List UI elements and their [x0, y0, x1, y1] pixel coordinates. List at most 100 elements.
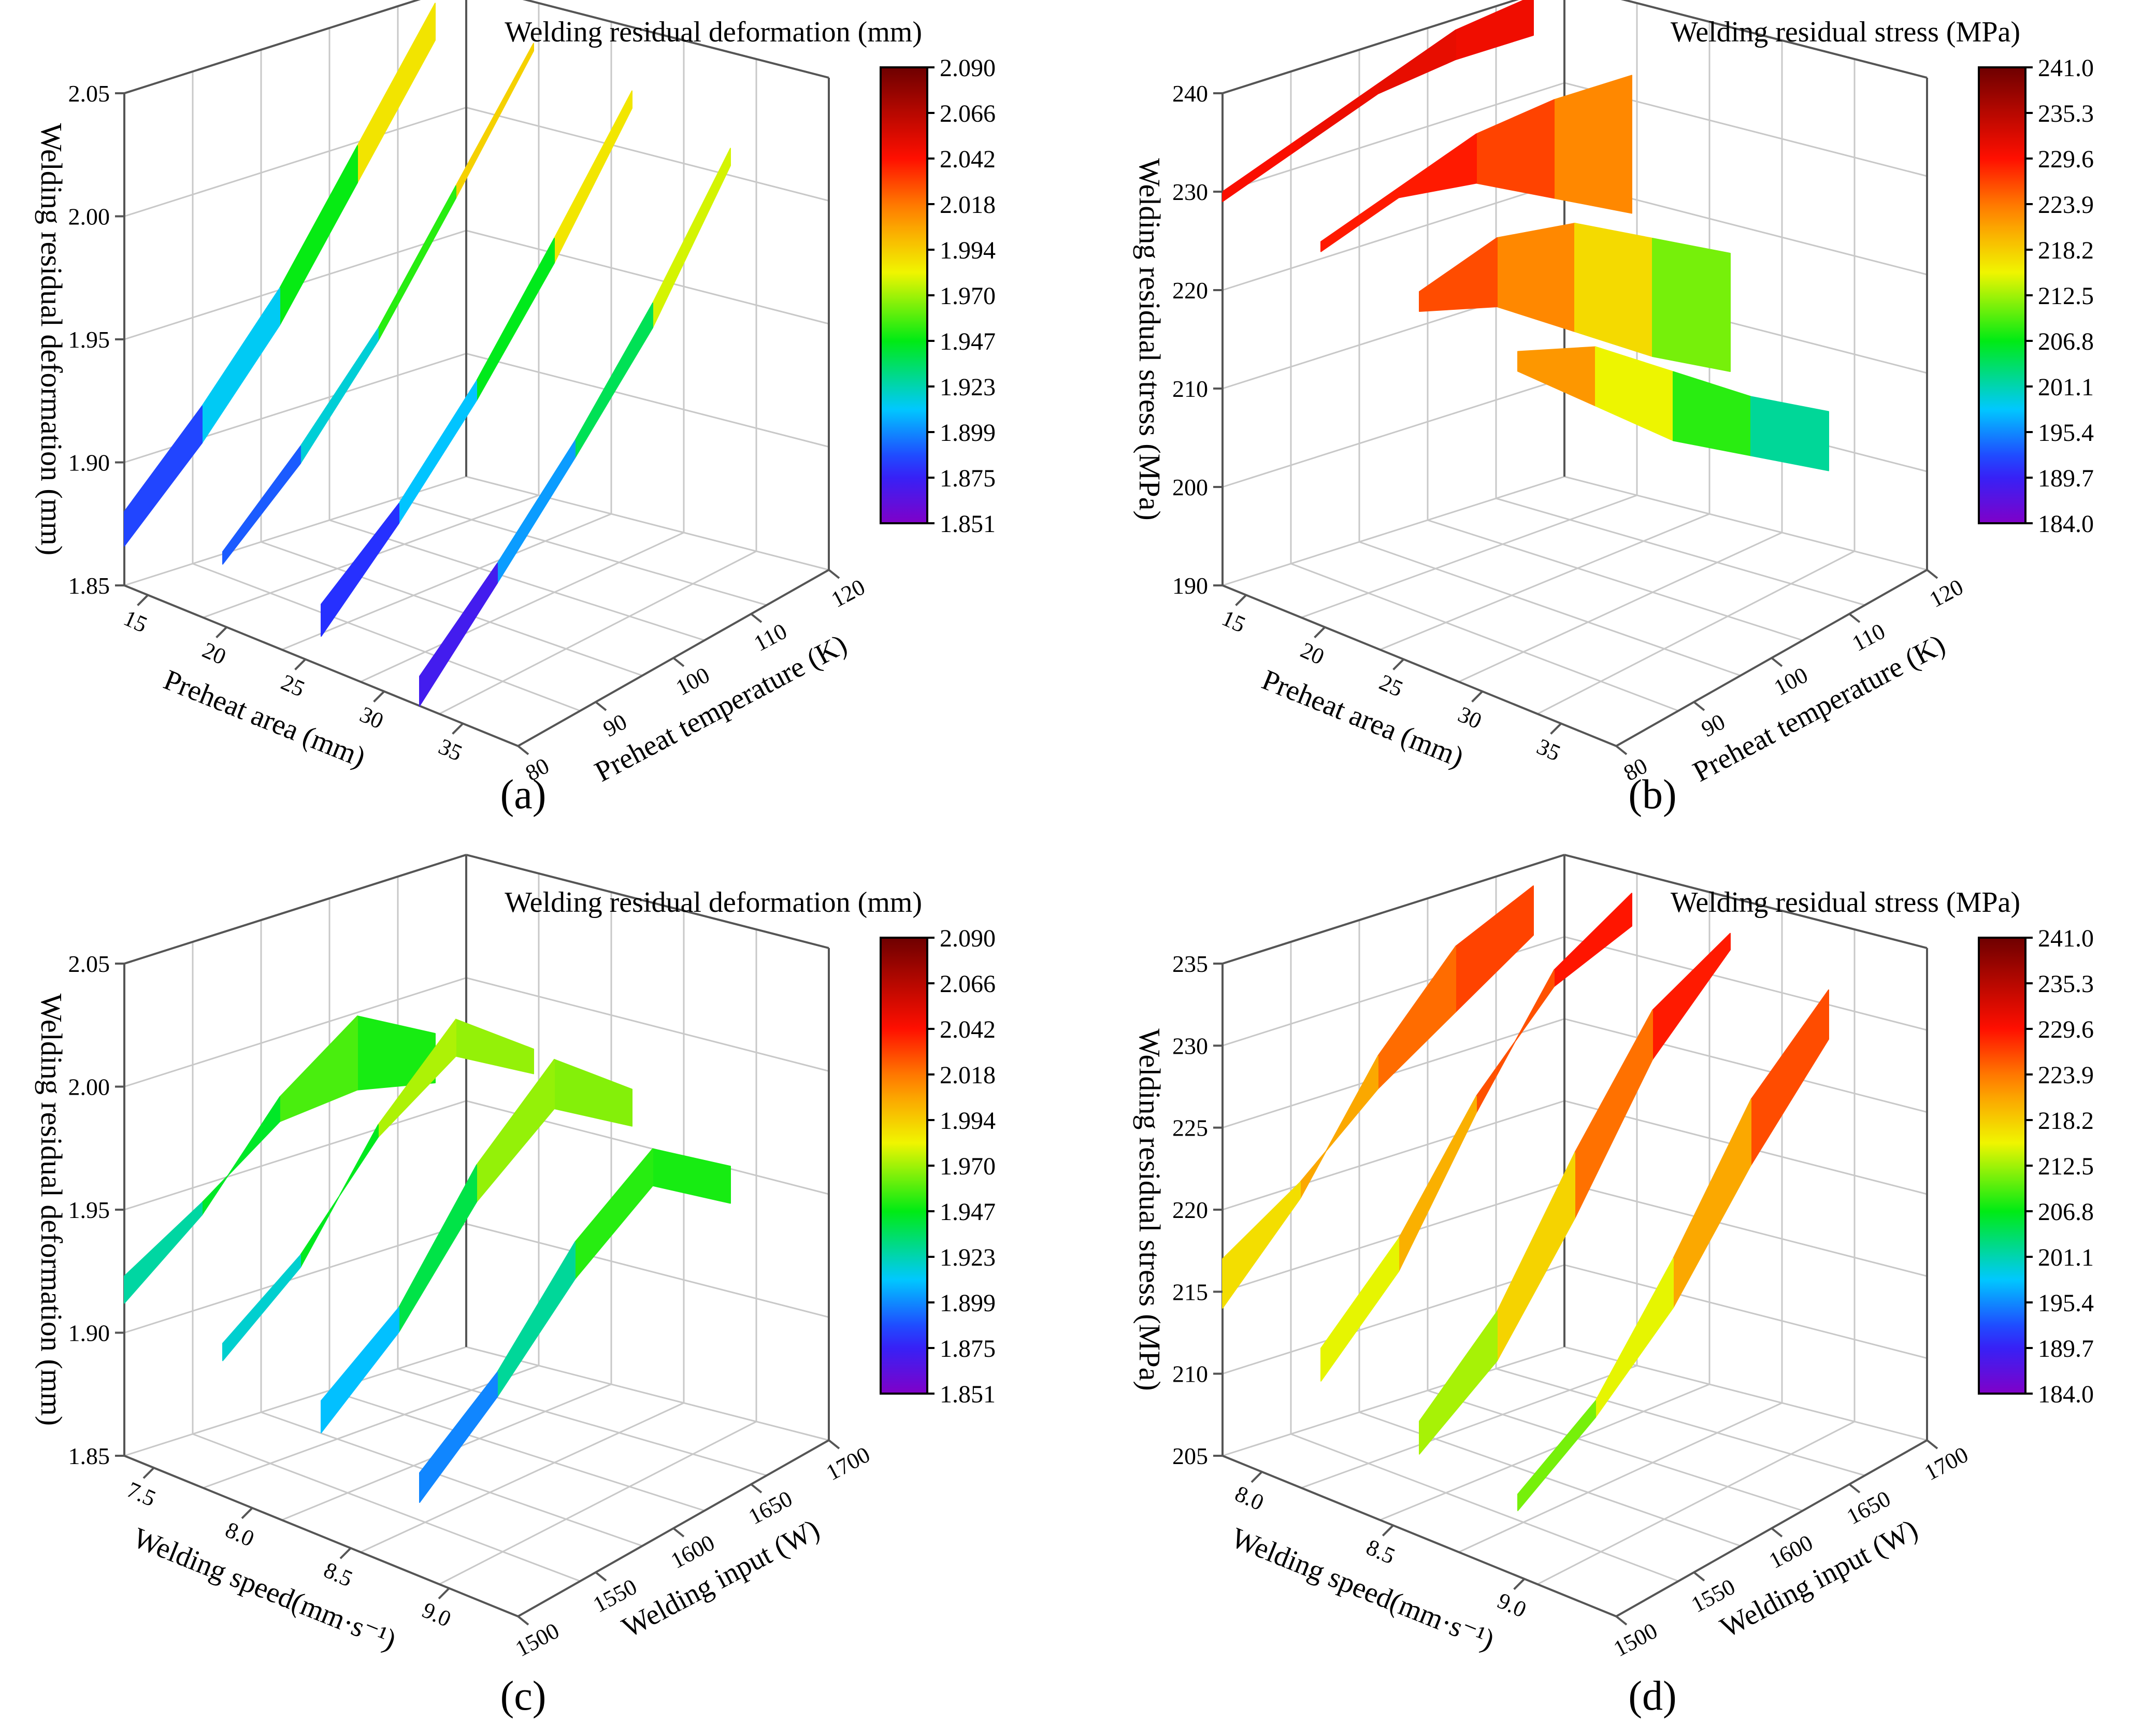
x-axis-line	[1222, 584, 1617, 747]
gridline	[1222, 1346, 1565, 1457]
surface-patch	[554, 1059, 633, 1127]
y-tick-mark	[828, 1439, 840, 1450]
colorbar-tick-label: 1.923	[940, 374, 996, 401]
z-axis-label: Welding residual deformation (mm)	[35, 994, 68, 1426]
surface	[124, 1015, 731, 1503]
x-tick-label: 25	[1375, 669, 1406, 702]
x-tick-mark	[241, 1507, 253, 1519]
x-tick-label: 8.0	[1231, 1481, 1268, 1515]
gridline	[1458, 1402, 1783, 1553]
x-tick-mark	[1550, 723, 1562, 735]
surface-patch	[279, 145, 358, 326]
colorbar-gradient	[1978, 937, 2026, 1395]
surface-patch	[1574, 223, 1653, 357]
gridline	[1427, 519, 1803, 641]
surface-patch	[1497, 1152, 1575, 1361]
x-axis-line	[124, 1455, 519, 1617]
colorbar-tick-label: 1.947	[940, 328, 996, 355]
z-tick-label: 2.00	[68, 204, 110, 230]
y-tick-mark	[1926, 569, 1938, 579]
gridline	[466, 1346, 829, 1441]
y-tick-label: 110	[750, 618, 791, 656]
y-tick-mark	[672, 1527, 685, 1538]
surface-patch	[378, 185, 456, 341]
gridline	[261, 1411, 643, 1547]
surface-patch	[300, 327, 379, 464]
colorbar-tick-label: 241.0	[2038, 54, 2094, 82]
y-tick-label: 1700	[1920, 1442, 1973, 1486]
x-tick-label: 35	[435, 734, 466, 766]
colorbar-tick-label: 218.2	[2038, 237, 2094, 264]
x-tick-mark	[294, 658, 307, 671]
caption-c: (c)	[500, 1673, 547, 1719]
gridline	[329, 519, 705, 641]
surface-patch	[1652, 238, 1731, 372]
y-tick-mark	[672, 657, 685, 667]
x-tick-label: 9.0	[1493, 1588, 1530, 1623]
z-tick-label: 230	[1172, 1033, 1208, 1059]
colorbar-title: Welding residual stress (MPa)	[1671, 16, 2020, 48]
y-axis-label: Preheat temperature (K)	[590, 628, 852, 788]
gridline	[203, 1365, 539, 1489]
x-tick-mark	[137, 594, 149, 607]
axis-line	[124, 854, 467, 965]
z-axis-label: Welding residual stress (MPa)	[1133, 1028, 1167, 1390]
gridline	[281, 513, 612, 651]
surface-patch	[419, 563, 498, 707]
colorbar-tick-label: 2.066	[940, 100, 996, 127]
gridline	[466, 1223, 829, 1318]
z-tick-label: 215	[1172, 1279, 1208, 1305]
gridline	[124, 107, 467, 217]
gridline	[1379, 513, 1710, 651]
gridline	[329, 1389, 705, 1512]
surface-patch	[1300, 83, 1378, 148]
colorbar-gradient	[880, 66, 928, 524]
gridline	[466, 230, 829, 325]
z-tick-label: 220	[1172, 1197, 1208, 1223]
gridline	[1290, 1433, 1679, 1582]
x-tick-mark	[1471, 691, 1484, 703]
x-tick-label: 9.0	[419, 1597, 455, 1632]
surface-patch	[1673, 371, 1751, 456]
gridline	[1222, 1182, 1565, 1293]
gridline	[124, 1100, 467, 1211]
gridline	[466, 977, 829, 1072]
z-tick-label: 2.00	[68, 1074, 110, 1100]
surface-patch	[1517, 1400, 1596, 1511]
y-tick-label: 110	[1848, 618, 1889, 656]
gridline	[439, 1421, 757, 1585]
y-tick-label: 120	[1925, 574, 1967, 612]
x-tick-label: 20	[1297, 637, 1328, 670]
gridline	[1537, 550, 1855, 715]
x-axis-line	[1222, 1455, 1617, 1617]
x-tick-mark	[1314, 626, 1326, 639]
colorbar-tick-label: 212.5	[2038, 282, 2094, 310]
y-tick-mark	[595, 701, 607, 711]
caption-b: (b)	[1628, 772, 1676, 818]
colorbar-gradient	[1978, 66, 2026, 524]
z-axis-label: Welding residual deformation (mm)	[35, 123, 68, 556]
surface-patch	[321, 503, 399, 637]
z-ticks: 1.85 1.90 1.95 2.00 2.05	[68, 80, 124, 599]
surface-patch	[455, 42, 534, 199]
colorbar-tick-label: 1.923	[940, 1244, 996, 1271]
x-tick-mark	[373, 691, 385, 703]
gridline	[466, 476, 829, 571]
z-tick-label: 1.85	[68, 1443, 110, 1469]
gridline	[1222, 1100, 1565, 1211]
colorbar-tick-label: 1.994	[940, 237, 996, 264]
surface-patch	[497, 1241, 576, 1398]
x-tick-mark	[215, 626, 228, 639]
colorbar-tick-label: 195.4	[2038, 1289, 2094, 1317]
y-tick-label: 1650	[744, 1486, 797, 1530]
z-tick-label: 1.95	[68, 326, 110, 353]
gridline	[466, 107, 829, 202]
surface	[1222, 885, 1829, 1511]
colorbar-tick-label: 189.7	[2038, 465, 2094, 492]
colorbar-tick-label: 229.6	[2038, 146, 2094, 173]
x-axis-label: Welding speed(mm·s⁻¹)	[1227, 1522, 1499, 1656]
